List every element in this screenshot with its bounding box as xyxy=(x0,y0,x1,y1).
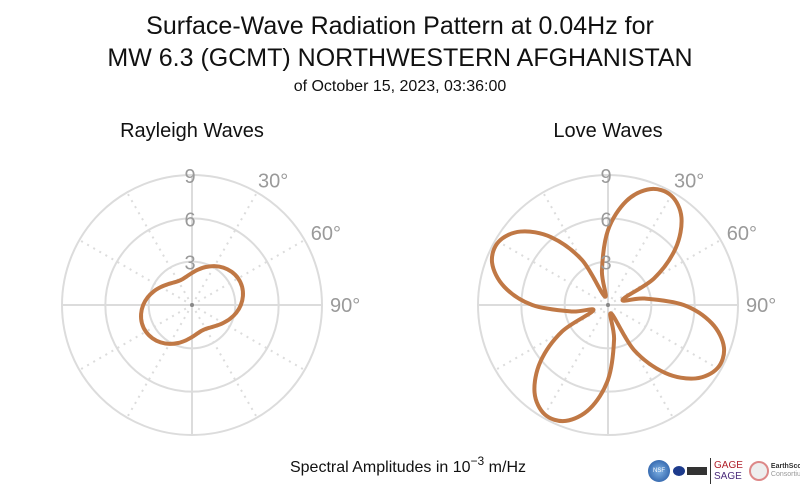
gage-sage-logo: GAGE SAGE xyxy=(714,460,743,482)
angle-tick-label: 30° xyxy=(258,170,288,192)
r-tick-label: 9 xyxy=(600,166,611,188)
earthscope-logo: EarthScope Consortium xyxy=(771,463,800,479)
radial-gridline xyxy=(542,304,609,419)
radial-gridline xyxy=(191,304,306,371)
earthscope-text: EarthScope xyxy=(770,463,800,470)
earthscope-logo-icon xyxy=(748,461,769,481)
rayleigh-polar-plot: Rayleigh Waves 3 6 9 30° 60° 90° xyxy=(61,120,360,436)
sponsor-logos: NSF GAGE SAGE EarthScope Consortium xyxy=(648,456,800,486)
footer-label: Spectral Amplitudes in 10−3 m/Hz xyxy=(290,454,526,476)
angle-tick-label: 30° xyxy=(674,170,704,192)
radial-gridline xyxy=(607,304,722,371)
radial-gridline xyxy=(126,304,193,419)
consortium-text: Consortium xyxy=(770,471,800,478)
radial-gridline xyxy=(494,304,609,371)
chart-title-line2: MW 6.3 (GCMT) NORTHWESTERN AFGHANISTAN xyxy=(107,44,692,72)
center-point xyxy=(190,303,194,307)
love-title: Love Waves xyxy=(553,120,662,142)
sage-logo: SAGE xyxy=(714,471,742,482)
radial-grid-circle xyxy=(477,174,739,436)
radial-gridline xyxy=(78,239,193,306)
radial-grid-circle xyxy=(563,260,653,350)
radial-gridline xyxy=(191,191,258,306)
center-point xyxy=(606,303,610,307)
r-tick-label: 9 xyxy=(184,166,195,188)
radiation-pattern-curve xyxy=(489,186,727,424)
angle-tick-label: 60° xyxy=(311,223,341,245)
nsf-logo: NSF xyxy=(648,460,670,482)
r-tick-label: 6 xyxy=(184,209,195,231)
chart-title-line1: Surface-Wave Radiation Pattern at 0.04Hz… xyxy=(146,12,654,40)
love-polar-plot: Love Waves 3 6 9 30° 60° 90° xyxy=(477,120,776,436)
usgs-logo xyxy=(687,467,707,475)
radiation-pattern-curve xyxy=(139,264,245,346)
radial-grid-circle xyxy=(147,260,237,350)
gage-logo: GAGE xyxy=(714,460,743,471)
rayleigh-title: Rayleigh Waves xyxy=(120,120,264,142)
chart-subtitle: of October 15, 2023, 03:36:00 xyxy=(294,78,507,95)
angle-tick-label: 60° xyxy=(727,223,757,245)
radial-gridline xyxy=(607,239,722,306)
nasa-logo xyxy=(673,466,685,476)
radial-gridline xyxy=(191,304,258,419)
radial-gridline xyxy=(126,191,193,306)
r-tick-label: 3 xyxy=(184,253,195,275)
radial-gridline xyxy=(78,304,193,371)
angle-tick-label: 90° xyxy=(746,295,776,317)
radial-grid-circle xyxy=(104,217,280,393)
angle-tick-label: 90° xyxy=(330,295,360,317)
r-tick-label: 6 xyxy=(600,209,611,231)
r-tick-label: 3 xyxy=(600,253,611,275)
radial-gridline xyxy=(494,239,609,306)
radial-gridline xyxy=(191,239,306,306)
logo-divider xyxy=(710,458,711,484)
radial-grid-circle xyxy=(61,174,323,436)
radial-gridline xyxy=(607,191,674,306)
radial-grid-circle xyxy=(520,217,696,393)
